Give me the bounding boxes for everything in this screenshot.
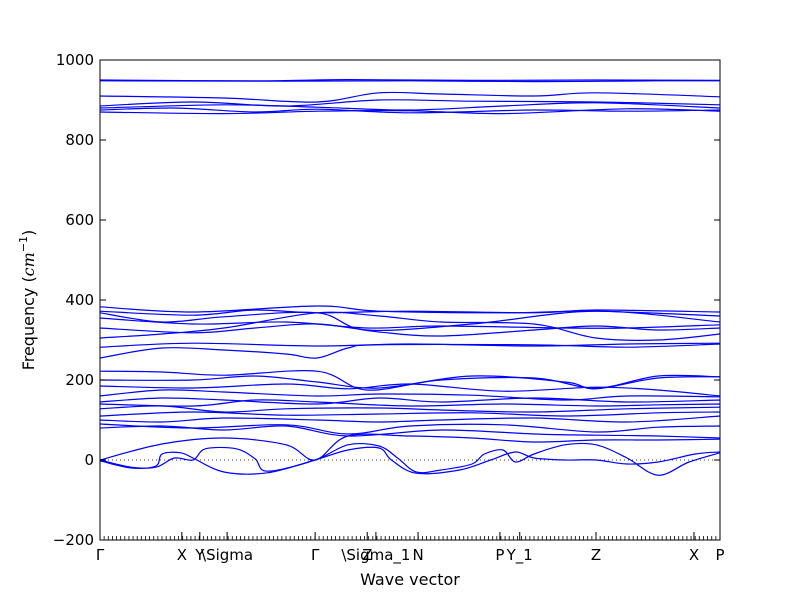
x-axis: Γ X Y\Sigma Γ Z\Sigma_1 N P Y_1 Z X P — [96, 532, 725, 565]
band-line-23 — [100, 411, 720, 417]
band-line-9 — [100, 309, 720, 316]
x-tick-label: Γ — [96, 546, 105, 564]
y-axis-title-unit: cm — [19, 252, 38, 276]
x-tick-label: X — [177, 546, 187, 564]
band-line-22 — [100, 405, 720, 413]
band-line-24 — [100, 415, 720, 423]
x-tick-label: Y — [194, 546, 205, 564]
band-line-6 — [100, 107, 720, 114]
band-line-18 — [100, 383, 720, 397]
band-line-7 — [100, 108, 720, 115]
band-line-26 — [100, 425, 720, 439]
y-tick-label: 600 — [65, 211, 94, 229]
phonon-bands — [100, 78, 720, 476]
band-line-13 — [100, 311, 720, 341]
x-tick-label: X — [689, 546, 699, 564]
x-tick-label: Z — [362, 546, 372, 564]
y-axis-title-exponent: −1 — [17, 236, 30, 252]
band-line-25 — [100, 423, 720, 435]
y-tick-label: 400 — [65, 291, 94, 309]
y-tick-label: 200 — [65, 371, 94, 389]
band-line-21 — [100, 399, 720, 407]
band-line-15 — [100, 343, 720, 359]
y-tick-label: 800 — [65, 131, 94, 149]
x-axis-title: Wave vector — [360, 570, 460, 589]
x-tick-label: P — [715, 546, 724, 564]
y-axis-title-suffix: ) — [19, 230, 38, 236]
x-tick-label: \Sigma — [201, 546, 253, 564]
x-tick-label: Z — [591, 546, 601, 564]
band-line-27 — [100, 433, 720, 461]
band-line-3 — [100, 91, 720, 103]
x-tick-label: Y_1 — [506, 546, 533, 565]
band-line-29 — [100, 446, 720, 475]
x-tick-label: Γ — [311, 546, 320, 564]
y-axis: −200 0 200 400 600 800 1000 — [53, 51, 720, 549]
band-line-5 — [100, 102, 720, 111]
band-line-12 — [100, 323, 720, 337]
band-line-2 — [100, 80, 720, 83]
band-line-11 — [100, 317, 720, 329]
y-tick-label: −200 — [53, 531, 94, 549]
band-line-20 — [100, 397, 720, 405]
band-line-17 — [100, 375, 720, 390]
y-tick-label: 1000 — [56, 51, 94, 69]
x-tick-label: \Sigma_1 — [341, 546, 410, 565]
y-axis-title: Frequency (cm−1) — [17, 230, 38, 371]
y-tick-label: 0 — [84, 451, 94, 469]
band-line-4 — [100, 99, 720, 107]
y-axis-title-prefix: Frequency ( — [19, 276, 38, 370]
band-line-19 — [100, 389, 720, 401]
x-tick-label: N — [412, 546, 423, 564]
band-line-28 — [100, 442, 720, 476]
x-tick-label: P — [495, 546, 504, 564]
